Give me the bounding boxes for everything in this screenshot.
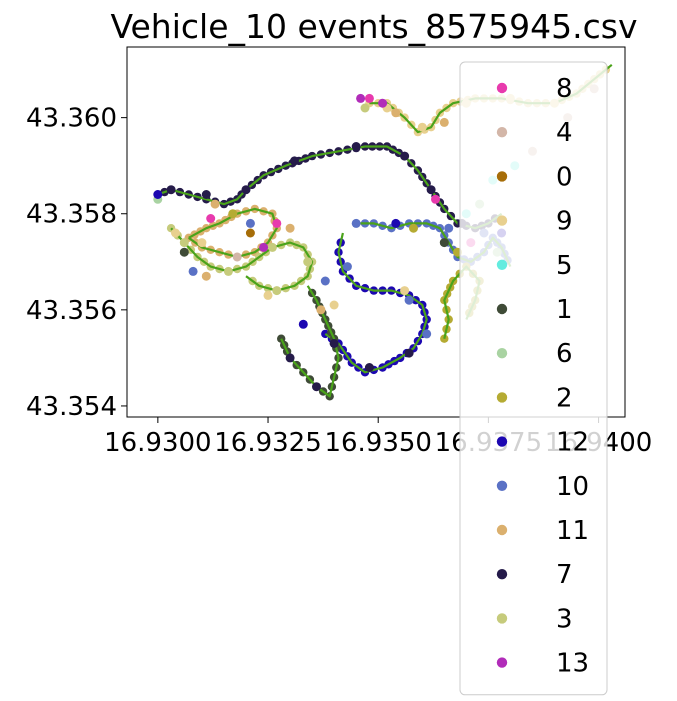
event-point-10 [245, 218, 255, 228]
event-point-10 [320, 276, 330, 286]
event-point-3 [223, 266, 233, 276]
event-point-8 [431, 194, 440, 204]
event-point-10 [444, 223, 454, 233]
legend-marker [496, 480, 508, 491]
legend-marker [496, 348, 508, 359]
legend-label: 7 [556, 560, 573, 590]
event-point-9 [197, 238, 207, 248]
event-point-1 [439, 238, 449, 248]
legend-label: 5 [556, 251, 573, 281]
route-line-11 [188, 207, 278, 259]
legend-label: 8 [556, 74, 573, 104]
plot-frame [126, 46, 626, 418]
event-point-8 [364, 93, 374, 103]
event-point-7 [312, 382, 321, 392]
event-point-7 [166, 185, 176, 195]
event-point-10 [422, 329, 432, 339]
legend-label: 12 [556, 428, 589, 458]
event-point-7 [400, 151, 410, 161]
event-point-1 [179, 247, 189, 257]
event-point-11 [316, 305, 326, 315]
event-point-12 [391, 218, 401, 228]
event-point-3 [179, 238, 189, 248]
legend-label: 6 [556, 339, 573, 369]
event-point-7 [201, 190, 211, 199]
event-point-9 [329, 300, 339, 310]
event-point-7 [329, 339, 339, 348]
y-tick-label: 43.360 [26, 104, 117, 134]
event-point-3 [272, 286, 282, 296]
legend-label: 9 [556, 207, 573, 237]
event-point-9 [263, 290, 273, 300]
event-point-10 [351, 218, 361, 228]
event-point-3 [303, 257, 313, 267]
x-tick-label: 16.9300 [104, 428, 212, 458]
legend-marker [496, 613, 508, 624]
legend-marker [496, 392, 508, 403]
plot-border [126, 46, 626, 418]
event-point-11 [201, 271, 211, 281]
route-line-3 [170, 227, 314, 292]
event-point-7 [351, 142, 361, 151]
event-point-11 [391, 108, 401, 118]
legend-marker [496, 436, 508, 447]
legend: 8 4 0 9 5 1 6 2 12 10 11 7 3 13 [459, 61, 608, 696]
legend-label: 10 [556, 472, 589, 502]
legend-label: 3 [556, 604, 573, 634]
event-point-7 [404, 348, 414, 358]
x-tick-label: 16.9325 [214, 428, 322, 458]
event-point-7 [426, 185, 436, 195]
legend-label: 13 [556, 649, 589, 679]
y-tick-label: 43.354 [26, 392, 117, 422]
event-point-7 [290, 156, 299, 166]
legend-marker [496, 259, 508, 270]
event-point-12 [298, 319, 308, 329]
legend-box [459, 61, 608, 696]
event-point-11 [285, 223, 295, 233]
event-point-11 [439, 117, 449, 127]
event-point-10 [188, 266, 198, 276]
y-tick-label: 43.358 [26, 200, 117, 230]
legend-marker [496, 82, 508, 94]
legend-marker [496, 303, 508, 315]
event-point-8 [206, 214, 216, 223]
event-point-10 [342, 262, 352, 272]
legend-label: 11 [556, 516, 589, 546]
x-tick-label: 16.9350 [324, 428, 432, 458]
event-point-12 [153, 190, 163, 199]
legend-label: 0 [556, 162, 573, 192]
event-point-9 [171, 228, 180, 238]
event-point-2 [228, 209, 238, 219]
y-tick-label: 43.356 [26, 296, 117, 326]
event-point-3 [267, 242, 277, 252]
event-point-2 [409, 223, 418, 233]
event-point-3 [360, 103, 370, 113]
event-point-13 [259, 242, 269, 252]
legend-marker [496, 657, 508, 668]
legend-marker [496, 127, 508, 138]
event-point-4 [232, 252, 242, 262]
event-point-7 [241, 185, 251, 195]
event-point-10 [404, 295, 414, 305]
legend-marker [496, 215, 508, 226]
chart-title: Vehicle_10 events_8575945.csv [110, 7, 637, 46]
event-point-13 [378, 98, 388, 108]
route-line-12 [324, 232, 428, 374]
event-point-7 [285, 353, 295, 363]
legend-label: 4 [556, 118, 573, 148]
event-point-0 [245, 228, 255, 238]
legend-marker [496, 524, 508, 536]
legend-marker [496, 569, 508, 580]
legend-label: 2 [556, 383, 573, 413]
event-point-9 [400, 286, 410, 296]
event-point-9 [417, 122, 427, 132]
event-point-7 [364, 363, 374, 372]
event-point-8 [272, 218, 282, 228]
legend-marker [496, 171, 508, 182]
legend-label: 1 [556, 295, 573, 325]
event-point-11 [210, 199, 220, 209]
event-point-13 [356, 93, 366, 103]
